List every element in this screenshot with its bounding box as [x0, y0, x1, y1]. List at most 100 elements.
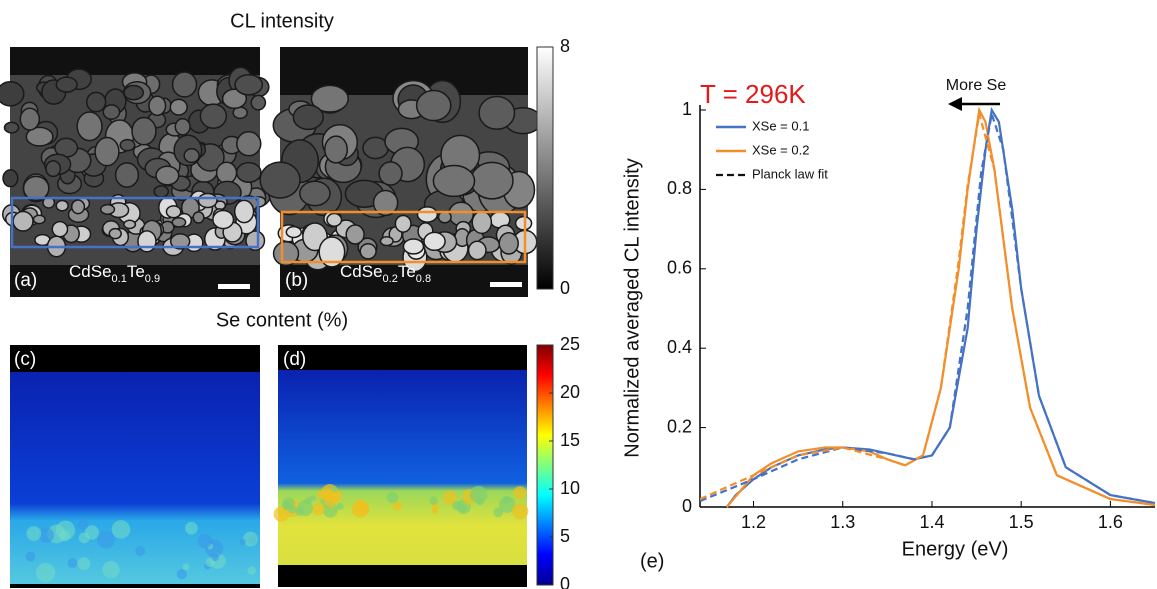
grain — [55, 199, 69, 212]
grain — [215, 161, 238, 185]
grain — [114, 162, 140, 188]
se-blob — [295, 506, 305, 516]
grain — [148, 95, 167, 117]
grain — [415, 89, 452, 122]
se-blob — [243, 531, 259, 547]
grain — [235, 161, 262, 183]
grain — [394, 214, 412, 233]
grain — [171, 216, 187, 228]
grain — [70, 199, 86, 215]
colorbar-tick-label: 25 — [560, 334, 580, 354]
grain — [174, 117, 191, 136]
panel-label: (e) — [640, 550, 664, 572]
fit-line — [700, 113, 1156, 507]
grain — [233, 199, 255, 224]
grain — [108, 227, 122, 240]
grain — [123, 219, 137, 230]
se-blob — [97, 530, 115, 549]
x-tick-label: 1.6 — [1098, 512, 1123, 532]
grain — [2, 169, 19, 188]
grain — [197, 192, 218, 209]
grain — [51, 220, 69, 238]
grain — [169, 233, 191, 250]
grain — [470, 161, 514, 200]
se-blob — [111, 520, 131, 539]
se-blob — [429, 496, 438, 505]
se-blob — [304, 497, 312, 505]
se-blob — [26, 526, 42, 541]
sample-part: Te — [398, 262, 416, 281]
grain — [85, 91, 107, 113]
scale-bar — [490, 282, 522, 287]
x-axis-label: Energy (eV) — [902, 538, 1009, 560]
grain — [45, 160, 62, 178]
x-tick-label: 1.3 — [830, 512, 855, 532]
panel-label: (a) — [14, 270, 37, 291]
roi-box — [280, 210, 527, 264]
grain — [199, 103, 228, 129]
sample-name: CdSe0.1Te0.9 — [69, 262, 160, 284]
grain — [55, 76, 78, 93]
grain — [192, 211, 205, 224]
se-blob — [442, 490, 458, 506]
roi-box — [10, 196, 260, 249]
se-blob — [78, 519, 89, 530]
grain — [310, 84, 350, 113]
fit-line — [700, 113, 1156, 505]
panel-label: (c) — [14, 349, 36, 370]
micrographs — [0, 47, 543, 588]
sample-part: 0.8 — [416, 273, 431, 285]
grain — [432, 164, 476, 198]
grain — [467, 240, 487, 261]
grain — [272, 241, 300, 267]
se-blob — [386, 491, 399, 504]
se-blob — [431, 506, 439, 515]
y-tick-label: 0.8 — [667, 178, 692, 198]
y-tick-label: 0 — [682, 496, 692, 516]
plot — [700, 106, 1156, 508]
grain — [153, 185, 170, 198]
se-blob — [185, 521, 198, 535]
se-blob — [336, 502, 344, 510]
colorbar — [536, 46, 554, 290]
se-blob — [392, 501, 403, 511]
grain — [250, 94, 267, 111]
colorbar-tick-label: 5 — [560, 526, 570, 546]
annotation: More Se — [946, 77, 1007, 94]
se-blob — [78, 532, 90, 544]
arrow-head — [948, 97, 962, 111]
se-blob — [458, 503, 467, 512]
sample-part: CdSe — [340, 262, 383, 281]
grain — [372, 189, 399, 217]
se-blob — [211, 553, 219, 562]
scale-bar — [218, 284, 250, 289]
legend-label: XSe = 0.1 — [752, 118, 809, 133]
grain — [221, 88, 248, 110]
sample-part: Te — [127, 262, 145, 281]
sample-part: 0.9 — [145, 273, 160, 285]
se-blob — [323, 493, 339, 508]
grain — [236, 131, 262, 157]
grain — [94, 136, 120, 167]
grain — [402, 238, 425, 255]
grain — [155, 165, 180, 186]
x-tick-label: 1.4 — [919, 512, 944, 532]
se-blob — [77, 557, 91, 571]
se-blob — [197, 533, 213, 549]
x-tick-label: 1.2 — [741, 512, 766, 532]
grain — [22, 175, 50, 202]
grain — [359, 242, 377, 260]
grain — [245, 230, 266, 251]
grain — [423, 231, 446, 252]
colorbar — [536, 344, 554, 586]
grain — [123, 84, 145, 101]
se-blob — [38, 527, 54, 543]
grain — [171, 71, 198, 98]
grain — [345, 224, 365, 245]
colorbar-tick-label: 8 — [560, 36, 570, 56]
colorbar-tick-label: 0 — [560, 278, 570, 298]
grain — [32, 214, 46, 225]
se-blob — [312, 502, 325, 516]
